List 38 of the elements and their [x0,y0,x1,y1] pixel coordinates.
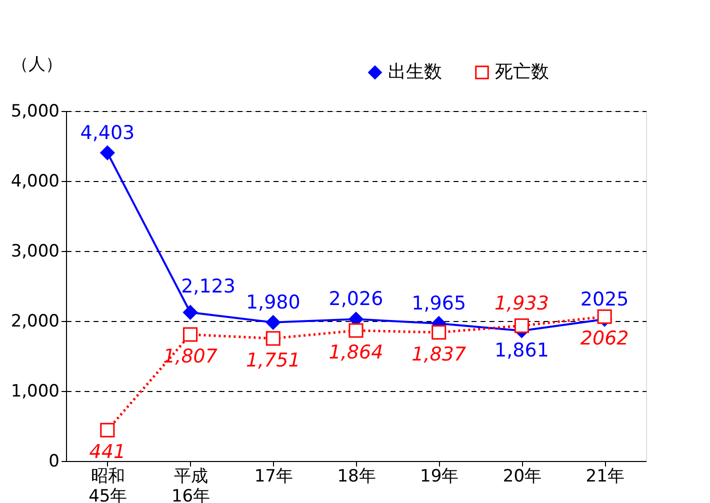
data-label: 1,861 [494,340,549,362]
x-tick-label: 17年 [254,466,293,486]
data-label: 2,026 [328,288,384,310]
point [266,315,280,330]
y-tick-label: 5,000 [10,102,60,122]
point [514,318,529,333]
point [348,323,364,338]
data-label: 2,123 [181,275,236,298]
data-label: 1,837 [412,343,466,366]
point [432,325,446,340]
y-tick-label: 4,000 [10,172,60,192]
data-label: 1,807 [163,346,218,368]
data-label: 1,933 [494,292,549,315]
point [100,146,115,160]
x-tick-label: 18年 [337,466,376,486]
data-label: 4,403 [80,122,135,144]
data-label: 441 [89,441,126,464]
y-tick-label: 0 [48,452,60,472]
data-label: 2062 [580,328,629,350]
y-axis-title: （人） [12,54,62,74]
x-tick-label: 19年 [420,466,459,486]
y-tick-label: 1,000 [10,382,60,402]
point [183,305,198,320]
x-tick-label: 21年 [586,466,624,486]
legend-label: 出生数 [388,61,442,82]
point [597,309,612,324]
data-label: 1,751 [246,349,300,372]
point [183,327,198,342]
y-tick-label: 3,000 [10,242,60,262]
data-label: 1,864 [328,342,384,364]
data-label: 2025 [580,288,629,310]
legend-label: 死亡数 [495,61,549,82]
x-tick-label: 20年 [502,466,542,486]
point [266,331,280,346]
y-tick-label: 2,000 [10,312,60,332]
data-label: 1,965 [412,292,466,314]
data-label: 1,980 [246,291,300,314]
point [100,422,115,438]
